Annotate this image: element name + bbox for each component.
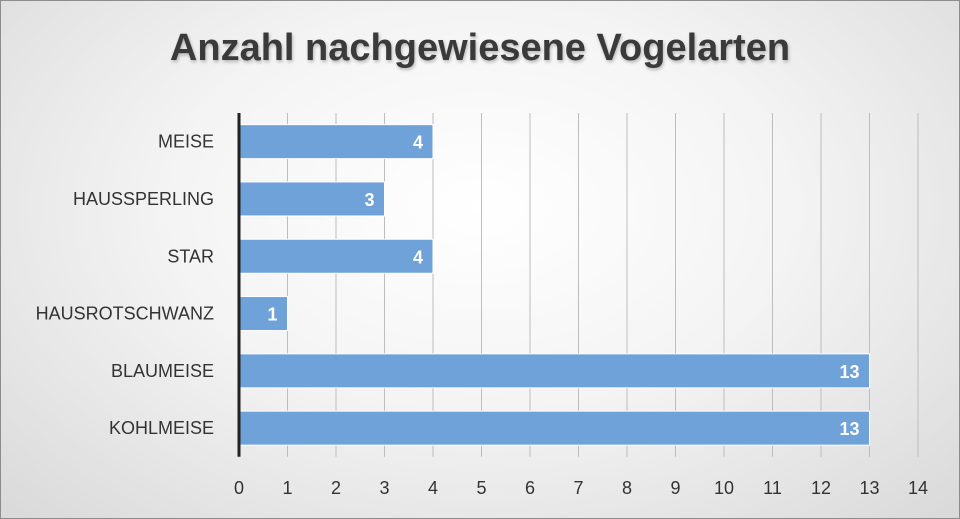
category-label: HAUSSPERLING (73, 189, 214, 209)
category-label: STAR (167, 246, 214, 266)
x-tick-label: 11 (763, 478, 782, 498)
x-tick-label: 12 (811, 478, 831, 498)
x-tick-label: 7 (573, 478, 583, 498)
x-tick-label: 3 (379, 478, 389, 498)
x-tick-label: 9 (670, 478, 680, 498)
category-label: KOHLMEISE (109, 418, 214, 438)
data-labels: 4 3 4 1 13 13 (267, 133, 859, 440)
grid-lines (287, 113, 919, 457)
category-label: HAUSROTSCHWANZ (36, 304, 214, 324)
data-label: 13 (839, 419, 859, 439)
bar (238, 238, 434, 274)
x-tick-label: 6 (525, 478, 535, 498)
x-tick-label: 2 (331, 478, 341, 498)
x-tick-label: 13 (859, 478, 879, 498)
x-tick-label: 8 (622, 478, 632, 498)
bar (238, 296, 288, 332)
data-label: 4 (413, 133, 423, 153)
x-tick-label: 1 (282, 478, 292, 498)
data-label: 4 (413, 247, 423, 267)
x-tick-labels: 0 1 2 3 4 5 6 7 8 9 10 11 12 13 14 (234, 478, 928, 498)
data-label: 3 (364, 190, 374, 210)
x-tick-label: 5 (476, 478, 486, 498)
x-tick-label: 0 (234, 478, 244, 498)
category-label: BLAUMEISE (111, 361, 214, 381)
x-tick-label: 10 (714, 478, 734, 498)
category-label: MEISE (158, 132, 214, 152)
data-label: 1 (267, 305, 277, 325)
bar (238, 353, 870, 389)
x-tick-label: 14 (908, 478, 928, 498)
bar (238, 410, 870, 446)
x-tick-label: 4 (428, 478, 438, 498)
category-labels: MEISE HAUSSPERLING STAR HAUSROTSCHWANZ BLAUM… (36, 132, 214, 439)
bar (238, 124, 434, 160)
bars (238, 124, 870, 446)
chart-title: Anzahl nachgewiesene Vogelarten (169, 27, 791, 69)
bar (238, 181, 385, 217)
data-label: 13 (839, 362, 859, 382)
